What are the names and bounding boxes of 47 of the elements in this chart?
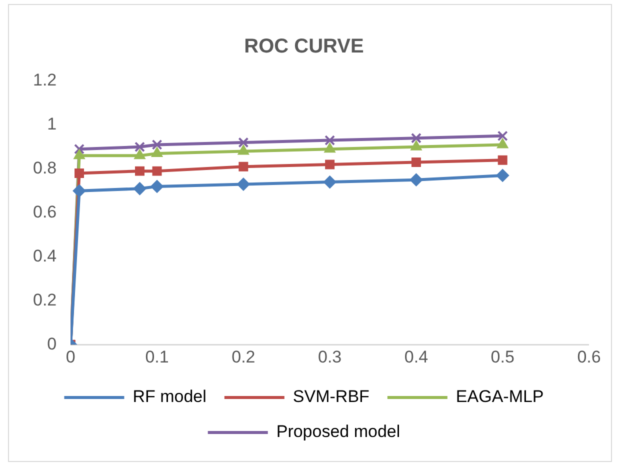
point xyxy=(324,142,336,153)
point xyxy=(152,139,162,150)
y-tick-label: 1 xyxy=(47,114,57,134)
x-tick-label: 0.6 xyxy=(577,347,601,366)
y-tick-label: 0 xyxy=(47,334,57,354)
y-tick-label: 0.8 xyxy=(32,158,57,178)
x-tick-label: 0.2 xyxy=(232,347,256,366)
x-tick-label: 0.4 xyxy=(404,347,428,366)
point xyxy=(134,142,145,152)
chart-title: ROC CURVE xyxy=(244,36,364,58)
point xyxy=(324,135,336,146)
point xyxy=(498,155,508,165)
point xyxy=(135,166,144,176)
point xyxy=(151,146,163,157)
point xyxy=(72,184,86,198)
point xyxy=(74,149,85,160)
legend-label: SVM-RBF xyxy=(292,387,370,406)
x-tick-label: 0.3 xyxy=(318,347,342,366)
point xyxy=(150,180,164,193)
x-tick-label: 0.5 xyxy=(490,347,514,366)
point xyxy=(410,140,422,150)
point xyxy=(238,162,248,172)
point xyxy=(323,176,336,189)
legend-label: EAGA-MLP xyxy=(456,387,544,406)
x-tick-label: 0.1 xyxy=(145,347,169,366)
point xyxy=(325,160,335,170)
point xyxy=(410,132,422,144)
point xyxy=(411,158,421,168)
point xyxy=(496,168,510,182)
point xyxy=(238,137,249,148)
x-tick-label: 0 xyxy=(66,347,76,366)
point xyxy=(74,144,85,154)
point xyxy=(74,168,84,178)
y-tick-label: 0.2 xyxy=(32,290,57,310)
y-tick-label: 1.2 xyxy=(32,70,57,90)
legend-label: Proposed model xyxy=(276,422,400,442)
y-tick-label: 0.4 xyxy=(32,246,57,266)
point xyxy=(497,130,508,142)
point xyxy=(133,182,146,196)
point xyxy=(152,166,162,176)
point xyxy=(238,144,250,155)
legend-label: RF model xyxy=(132,387,206,406)
point xyxy=(496,138,508,148)
point xyxy=(236,178,250,191)
point xyxy=(410,173,423,186)
y-tick-label: 0.6 xyxy=(32,202,57,222)
point xyxy=(134,149,146,160)
